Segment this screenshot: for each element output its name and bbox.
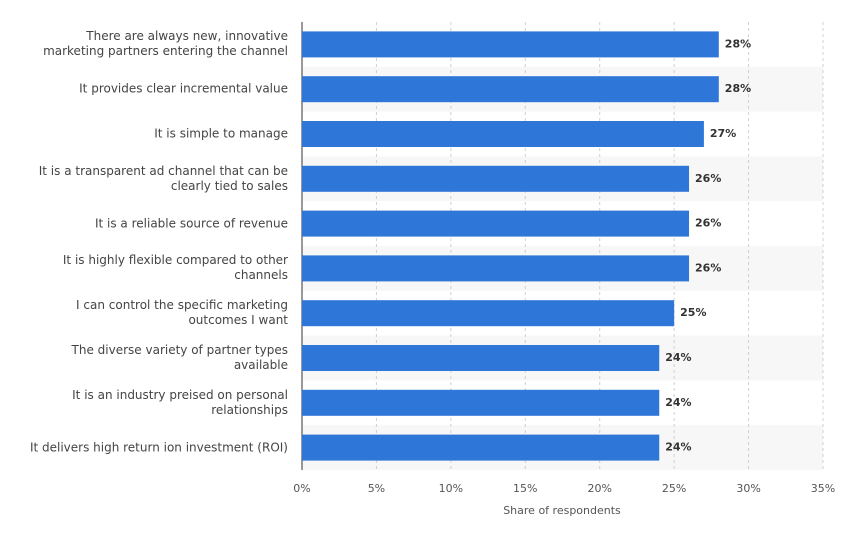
bar <box>302 300 675 327</box>
y-tick-label: It is a reliable source of revenue <box>94 216 288 231</box>
value-label: 24% <box>665 351 691 364</box>
bar <box>302 389 660 416</box>
y-tick-label: It delivers high return ion investment (… <box>29 440 288 455</box>
x-tick-label: 25% <box>662 482 686 495</box>
bar <box>302 345 660 371</box>
value-label: 25% <box>680 306 706 319</box>
x-tick-label: 15% <box>513 482 537 495</box>
bar <box>302 255 690 282</box>
y-tick-label: It is highly flexible compared to other … <box>62 253 288 283</box>
bar <box>302 31 719 58</box>
bar <box>302 434 660 461</box>
x-tick-label: 30% <box>736 482 760 495</box>
x-tick-label: 20% <box>587 482 611 495</box>
y-tick-label: It is a transparent ad channel that can … <box>38 163 288 193</box>
value-label: 26% <box>695 217 721 230</box>
y-tick-label: It is an industry preised on personal re… <box>72 387 288 417</box>
value-label: 28% <box>725 82 751 95</box>
value-label: 28% <box>725 37 751 50</box>
y-tick-label: There are always new, innovative marketi… <box>43 29 288 59</box>
x-tick-label: 5% <box>368 482 385 495</box>
x-axis-title: Share of respondents <box>503 504 621 517</box>
y-tick-label: I can control the specific marketing out… <box>76 298 288 328</box>
bar <box>302 121 704 147</box>
value-label: 26% <box>695 172 721 185</box>
x-tick-label: 35% <box>811 482 835 495</box>
value-label: 24% <box>665 441 691 454</box>
bar <box>302 76 719 103</box>
value-label: 24% <box>665 396 691 409</box>
y-tick-label: It is simple to manage <box>154 126 288 141</box>
bar <box>302 165 690 192</box>
bar <box>302 210 690 237</box>
x-tick-label: 10% <box>439 482 463 495</box>
x-tick-label: 0% <box>293 482 310 495</box>
value-label: 27% <box>710 127 736 140</box>
value-label: 26% <box>695 261 721 274</box>
y-tick-label: It provides clear incremental value <box>79 81 288 96</box>
y-tick-label: The diverse variety of partner types ava… <box>71 343 288 372</box>
